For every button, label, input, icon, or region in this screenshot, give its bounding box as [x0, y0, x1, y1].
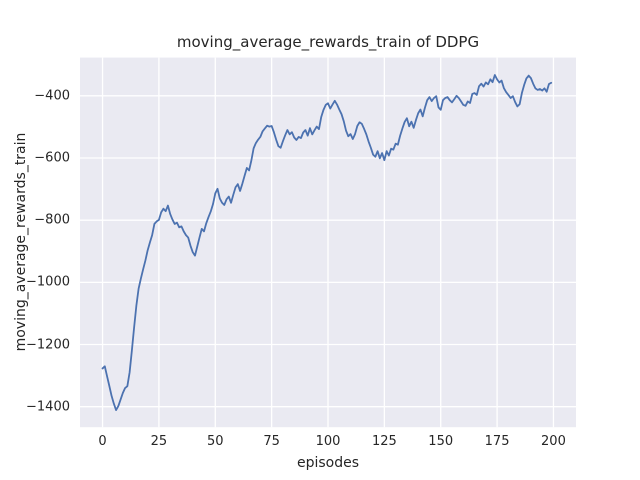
x-tick-label: 25 — [150, 434, 168, 449]
x-tick-label: 100 — [315, 434, 341, 449]
x-tick-label: 150 — [428, 434, 454, 449]
x-tick-label: 125 — [371, 434, 397, 449]
y-axis-label: moving_average_rewards_train — [13, 132, 29, 352]
series-line — [101, 74, 553, 412]
x-axis-label: episodes — [296, 455, 360, 471]
x-tick-label: 75 — [263, 434, 280, 449]
y-tick-label: −400 — [34, 88, 70, 104]
y-tick-label: −1200 — [26, 337, 70, 352]
chart-title: moving_average_rewards_train of DDPG — [176, 33, 480, 51]
x-tick-label: 200 — [541, 434, 566, 449]
y-tick-label: −1000 — [26, 274, 70, 290]
y-tick-label: −800 — [34, 212, 70, 228]
x-tick-label: 0 — [98, 434, 107, 449]
y-tick-label: −1400 — [26, 399, 70, 415]
y-tick-label: −600 — [34, 150, 70, 166]
x-tick-label: 50 — [206, 434, 224, 449]
grid-lines — [80, 57, 576, 428]
x-tick-label: 175 — [484, 434, 510, 449]
